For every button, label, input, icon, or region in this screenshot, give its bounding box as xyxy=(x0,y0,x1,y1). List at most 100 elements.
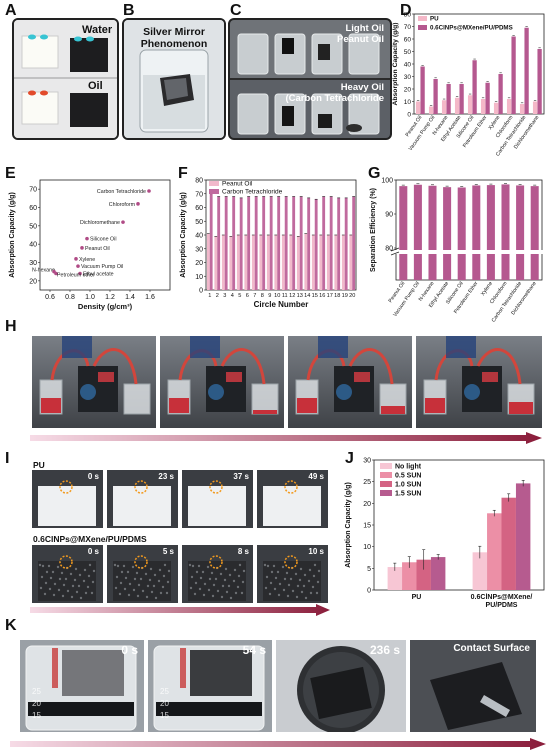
panel-h-tube xyxy=(476,348,522,385)
chart-f-xtick-label: 17 xyxy=(327,293,333,299)
panel-i-sponge-texture xyxy=(242,569,246,573)
chart-e-xlabel: Density (g/cm³) xyxy=(78,302,133,311)
chart-d-ytick-label: 50 xyxy=(404,49,412,56)
panel-k-frame: 25 20 15 0 s xyxy=(20,640,144,732)
panel-k-frame-illustration xyxy=(297,646,385,732)
panel-i-sponge-texture xyxy=(126,570,130,574)
panel-i-sponge-texture xyxy=(39,586,43,590)
chart-f-legend-swatch xyxy=(209,189,219,194)
chart-f-xtick-label: 3 xyxy=(223,293,226,299)
panel-i-row2-label: 0.6ClNPs@MXene/PU/PDMS xyxy=(33,534,147,544)
panel-i-sponge-texture xyxy=(48,587,52,591)
panel-h-glove xyxy=(62,336,92,358)
panel-i-sponge-texture xyxy=(190,575,194,579)
panel-i-sponge-texture xyxy=(136,594,140,598)
panel-i-sponge-texture xyxy=(295,595,299,599)
panel-i-sponge-texture xyxy=(71,584,75,588)
chart-f-ytick-label: 50 xyxy=(195,219,203,226)
panel-i-sponge-texture xyxy=(296,584,300,588)
panel-i-sponge-texture xyxy=(316,580,320,584)
chart-f-bar xyxy=(274,235,278,290)
panel-i-sponge-texture xyxy=(315,591,319,595)
panel-i-sponge-texture xyxy=(52,593,56,597)
panel-i-sponge-texture xyxy=(308,568,312,572)
panel-i-sponge-texture xyxy=(88,563,92,567)
panel-k-oil-layer xyxy=(156,702,262,716)
panel-h-pump-display xyxy=(482,372,498,382)
chart-f-bar xyxy=(322,196,326,290)
chart-f-bar xyxy=(277,196,281,290)
panel-i-sponge-texture xyxy=(154,596,158,600)
panel-i-sponge-texture xyxy=(144,572,148,576)
chart-j-ylabel: Absorption Capacity (g/g) xyxy=(345,482,352,568)
panel-i-droplet-marker xyxy=(134,555,148,569)
panel-i-sponge-texture xyxy=(201,570,205,574)
panel-h-collected xyxy=(381,406,405,414)
panel-h-tube xyxy=(220,348,266,385)
chart-e-ytick-label: 30 xyxy=(29,260,37,267)
panel-i-sponge-texture xyxy=(77,584,81,588)
panel-i-sponge-texture xyxy=(221,584,225,588)
chart-f-legend-swatch xyxy=(209,181,219,186)
panel-i-time-label: 0 s xyxy=(87,547,99,556)
panel-i-sponge-texture xyxy=(269,581,273,585)
panel-i-sponge-texture xyxy=(208,577,212,581)
panel-i-sponge-texture xyxy=(49,576,53,580)
panel-k-frame: Contact Surface xyxy=(410,640,536,732)
panel-i-sponge-texture xyxy=(265,575,269,579)
panel-i-sponge-texture xyxy=(78,573,82,577)
panel-i-sponge-texture xyxy=(202,593,206,597)
panel-letter-c: C xyxy=(230,2,242,19)
chart-f-xtick-label: 9 xyxy=(268,293,271,299)
panel-i-frame-illustration xyxy=(38,480,96,526)
panel-h-photos xyxy=(32,336,542,428)
panel-letter-k: K xyxy=(5,617,17,634)
panel-a-illustration xyxy=(14,20,117,138)
panel-i-sponge-texture xyxy=(223,578,227,582)
chart-g-ylabel: Separation Efficiency (%) xyxy=(370,188,377,272)
chart-f-bar xyxy=(209,193,213,290)
panel-i-frame-illustration xyxy=(263,555,321,601)
chart-g-bar xyxy=(443,187,452,280)
chart-f-bar xyxy=(217,196,221,290)
chart-f-xtick-label: 8 xyxy=(261,293,264,299)
chart-f-bar xyxy=(341,235,345,290)
panel-i-sponge xyxy=(263,486,321,526)
panel-i-frame: 10 s xyxy=(257,545,328,603)
chart-j-bar xyxy=(515,483,531,590)
chart-e-ytick-label: 20 xyxy=(29,278,37,285)
chart-d-legend-label: PU xyxy=(430,16,439,23)
chart-e-point xyxy=(74,257,78,261)
panel-k-beaker-mark: 15 xyxy=(160,711,169,720)
chart-f-bar xyxy=(224,196,228,290)
panel-k-sponge xyxy=(62,650,124,696)
panel-h-tube xyxy=(348,348,394,385)
chart-g-ytick-label: 90 xyxy=(385,212,393,219)
chart-j-xtick-label: PU xyxy=(412,594,422,601)
panel-i-sponge-texture xyxy=(84,591,88,595)
chart-e-point-label: Peanut Oil xyxy=(85,246,110,252)
chart-f-xtick-label: 6 xyxy=(246,293,249,299)
chart-e-xtick-label: 0.6 xyxy=(45,294,55,301)
panel-k-frame-illustration: 25 20 15 xyxy=(153,645,265,731)
panel-i-sponge-texture xyxy=(195,570,199,574)
panel-i-sponge-texture xyxy=(163,563,167,567)
panel-i-sponge-texture xyxy=(302,584,306,588)
chart-f-bar xyxy=(289,235,293,290)
panel-i-sponge-texture xyxy=(123,587,127,591)
panel-i-sponge-texture xyxy=(75,590,79,594)
panel-i-sponge-texture xyxy=(311,585,315,589)
chart-d-bar xyxy=(506,99,512,114)
chart-e-point-label: Ethyl acetate xyxy=(83,272,114,278)
panel-i-sponge-texture xyxy=(307,579,311,583)
panel-i-frame: 49 s xyxy=(257,470,328,528)
panel-letter-a: A xyxy=(5,2,17,19)
chart-j-bar xyxy=(416,559,431,590)
chart-j-legend-label: 0.5 SUN xyxy=(395,473,421,480)
panel-k-beaker-mark: 20 xyxy=(32,699,41,708)
panel-i-sponge-texture xyxy=(283,577,287,581)
panel-i-sponge-texture xyxy=(73,578,77,582)
panel-i-frame-illustration xyxy=(113,555,171,601)
panel-k-frame-illustration: 25 20 15 xyxy=(25,645,137,731)
panel-h-glove xyxy=(318,336,348,358)
